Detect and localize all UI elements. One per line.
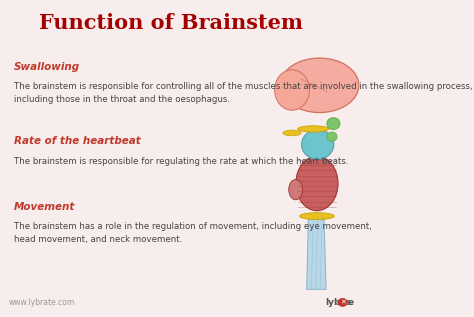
Text: Swallowing: Swallowing — [14, 61, 80, 72]
Ellipse shape — [296, 156, 338, 211]
Circle shape — [338, 298, 347, 307]
Text: lybra: lybra — [325, 298, 351, 307]
Polygon shape — [307, 215, 326, 289]
Text: ✕: ✕ — [340, 299, 346, 305]
Ellipse shape — [300, 213, 334, 220]
Text: The brainstem is responsible for controlling all of the muscles that are involve: The brainstem is responsible for control… — [14, 82, 473, 104]
Ellipse shape — [327, 118, 340, 130]
Ellipse shape — [301, 130, 334, 159]
Text: e: e — [347, 298, 354, 307]
Text: Rate of the heartbeat: Rate of the heartbeat — [14, 136, 140, 146]
Text: Function of Brainstem: Function of Brainstem — [39, 13, 303, 33]
Text: www.lybrate.com: www.lybrate.com — [8, 298, 74, 307]
Ellipse shape — [289, 179, 303, 200]
Text: The brainstem has a role in the regulation of movement, including eye movement,
: The brainstem has a role in the regulati… — [14, 222, 372, 244]
Text: Movement: Movement — [14, 202, 75, 212]
Text: The brainstem is responsible for regulating the rate at which the heart beats.: The brainstem is responsible for regulat… — [14, 157, 348, 166]
Ellipse shape — [283, 130, 301, 136]
Ellipse shape — [274, 70, 310, 110]
Ellipse shape — [327, 132, 337, 141]
Ellipse shape — [280, 58, 359, 113]
Ellipse shape — [298, 126, 329, 132]
